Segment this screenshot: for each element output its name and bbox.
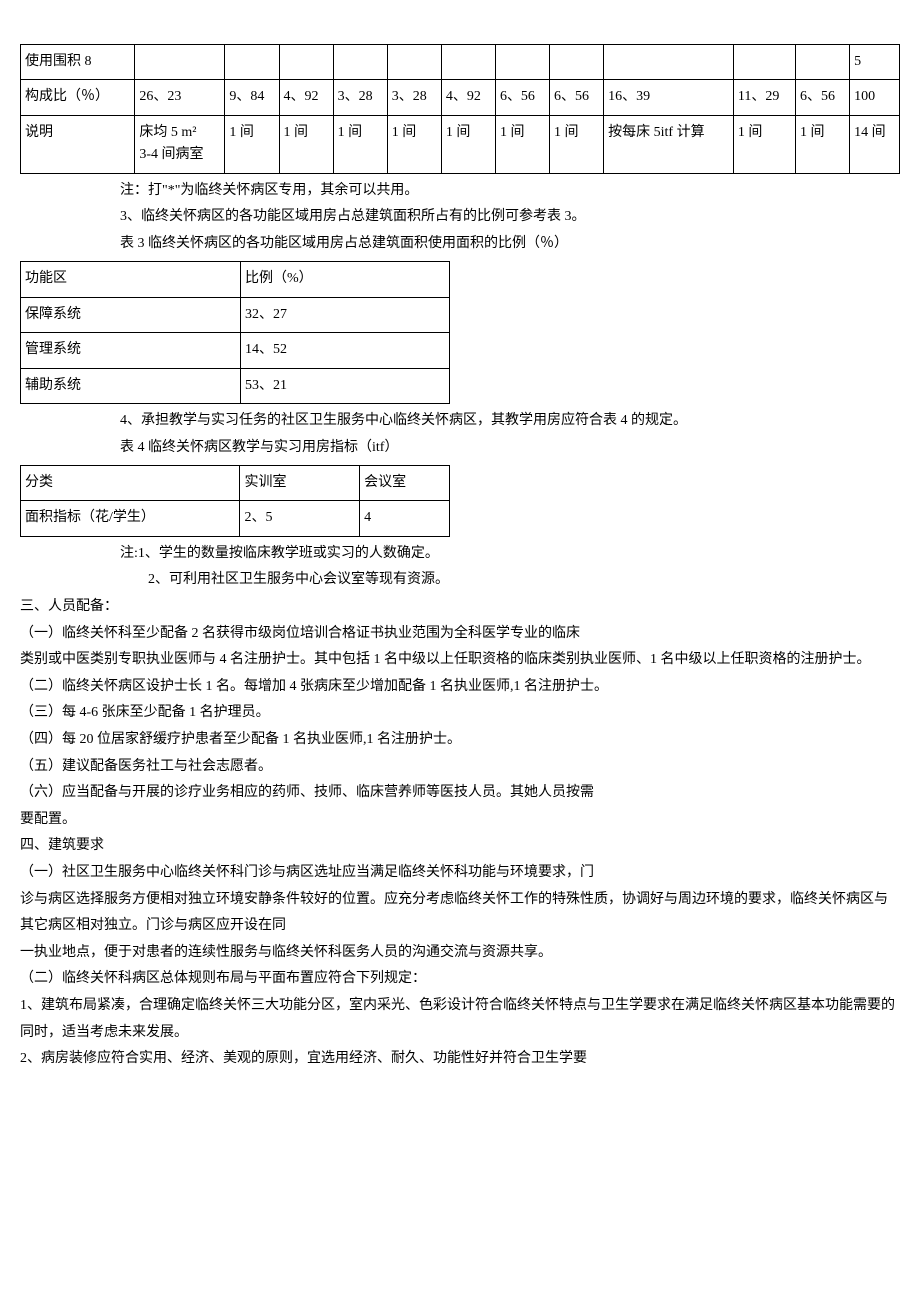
cell: 14 间 bbox=[850, 115, 900, 173]
cell bbox=[333, 45, 387, 80]
cell: 4 bbox=[360, 501, 450, 536]
cell: 14、52 bbox=[241, 333, 450, 368]
note-students: 注:1、学生的数量按临床教学班或实习的人数确定。 bbox=[120, 541, 900, 568]
table-row: 辅助系统 53、21 bbox=[21, 368, 450, 403]
cell: 6、56 bbox=[795, 80, 849, 115]
table-row: 管理系统 14、52 bbox=[21, 333, 450, 368]
paragraph: 4、承担教学与实习任务的社区卫生服务中心临终关怀病区，其教学用房应符合表 4 的… bbox=[120, 408, 900, 435]
cell: 1 间 bbox=[550, 115, 604, 173]
table-row: 分类 实训室 会议室 bbox=[21, 466, 450, 501]
cell: 4、92 bbox=[279, 80, 333, 115]
cell: 6、56 bbox=[550, 80, 604, 115]
cell: 辅助系统 bbox=[21, 368, 241, 403]
paragraph: 3、临终关怀病区的各功能区域用房占总建筑面积所占有的比例可参考表 3。 bbox=[120, 204, 900, 231]
cell: 实训室 bbox=[240, 466, 360, 501]
cell: 6、56 bbox=[495, 80, 549, 115]
cell bbox=[135, 45, 225, 80]
cell: 9、84 bbox=[225, 80, 279, 115]
paragraph: 诊与病区选择服务方便相对独立环境安静条件较好的位置。应充分考虑临终关怀工作的特殊… bbox=[20, 887, 900, 940]
table-caption-4: 表 4 临终关怀病区教学与实习用房指标（itf） bbox=[120, 435, 900, 462]
cell: 1 间 bbox=[225, 115, 279, 173]
cell: 使用围积 8 bbox=[21, 45, 135, 80]
table-function-ratio: 功能区 比例（%） 保障系统 32、27 管理系统 14、52 辅助系统 53、… bbox=[20, 261, 450, 404]
note-meeting: 2、可利用社区卫生服务中心会议室等现有资源。 bbox=[120, 567, 900, 594]
cell: 1 间 bbox=[495, 115, 549, 173]
cell: 面积指标（花/学生） bbox=[21, 501, 240, 536]
paragraph: （三）每 4-6 张床至少配备 1 名护理员。 bbox=[20, 700, 900, 727]
cell: 1 间 bbox=[279, 115, 333, 173]
paragraph: （二）临终关怀病区设护士长 1 名。每增加 4 张病床至少增加配备 1 名执业医… bbox=[20, 674, 900, 701]
cell: 1 间 bbox=[733, 115, 795, 173]
cell bbox=[495, 45, 549, 80]
paragraph: （五）建议配备医务社工与社会志愿者。 bbox=[20, 754, 900, 781]
cell bbox=[441, 45, 495, 80]
paragraph: 2、病房装修应符合实用、经济、美观的原则，宜选用经济、耐久、功能性好并符合卫生学… bbox=[20, 1046, 900, 1073]
cell bbox=[279, 45, 333, 80]
cell bbox=[795, 45, 849, 80]
cell bbox=[550, 45, 604, 80]
cell bbox=[225, 45, 279, 80]
cell: 比例（%） bbox=[241, 262, 450, 297]
table-row: 使用围积 8 5 bbox=[21, 45, 900, 80]
note-asterisk: 注：打"*"为临终关怀病区专用，其余可以共用。 bbox=[120, 178, 900, 205]
cell: 按每床 5itf 计算 bbox=[604, 115, 734, 173]
cell: 26、23 bbox=[135, 80, 225, 115]
section-heading-4: 四、建筑要求 bbox=[20, 833, 900, 860]
cell: 11、29 bbox=[733, 80, 795, 115]
cell: 床均 5 m² 3-4 间病室 bbox=[135, 115, 225, 173]
cell: 1 间 bbox=[441, 115, 495, 173]
table-row: 保障系统 32、27 bbox=[21, 297, 450, 332]
cell: 构成比（％） bbox=[21, 80, 135, 115]
cell: 16、39 bbox=[604, 80, 734, 115]
cell: 分类 bbox=[21, 466, 240, 501]
paragraph: （六）应当配备与开展的诊疗业务相应的药师、技师、临床营养师等医技人员。其她人员按… bbox=[20, 780, 900, 807]
cell: 会议室 bbox=[360, 466, 450, 501]
table-row: 面积指标（花/学生） 2、5 4 bbox=[21, 501, 450, 536]
cell: 3、28 bbox=[333, 80, 387, 115]
paragraph: （一）临终关怀科至少配备 2 名获得市级岗位培训合格证书执业范围为全科医学专业的… bbox=[20, 621, 900, 648]
cell: 4、92 bbox=[441, 80, 495, 115]
cell: 32、27 bbox=[241, 297, 450, 332]
section-heading-3: 三、人员配备： bbox=[20, 594, 900, 621]
table-row: 构成比（％） 26、23 9、84 4、92 3、28 3、28 4、92 6、… bbox=[21, 80, 900, 115]
table-teaching-rooms: 分类 实训室 会议室 面积指标（花/学生） 2、5 4 bbox=[20, 465, 450, 537]
cell: 1 间 bbox=[333, 115, 387, 173]
cell bbox=[733, 45, 795, 80]
cell: 1 间 bbox=[795, 115, 849, 173]
cell: 1 间 bbox=[387, 115, 441, 173]
cell: 功能区 bbox=[21, 262, 241, 297]
paragraph: 类别或中医类别专职执业医师与 4 名注册护士。其中包括 1 名中级以上任职资格的… bbox=[20, 647, 900, 674]
cell: 100 bbox=[850, 80, 900, 115]
cell bbox=[604, 45, 734, 80]
table-usage-area: 使用围积 8 5 构成比（％） 26、23 9、84 4、92 3、28 3、2… bbox=[20, 44, 900, 174]
paragraph: 一执业地点，便于对患者的连续性服务与临终关怀科医务人员的沟通交流与资源共享。 bbox=[20, 940, 900, 967]
paragraph: （一）社区卫生服务中心临终关怀科门诊与病区选址应当满足临终关怀科功能与环境要求，… bbox=[20, 860, 900, 887]
table-row: 功能区 比例（%） bbox=[21, 262, 450, 297]
paragraph: （二）临终关怀科病区总体规则布局与平面布置应符合下列规定： bbox=[20, 966, 900, 993]
cell: 5 bbox=[850, 45, 900, 80]
paragraph: （四）每 20 位居家舒缓疗护患者至少配备 1 名执业医师,1 名注册护士。 bbox=[20, 727, 900, 754]
cell: 53、21 bbox=[241, 368, 450, 403]
cell: 3、28 bbox=[387, 80, 441, 115]
paragraph: 1、建筑布局紧凑，合理确定临终关怀三大功能分区，室内采光、色彩设计符合临终关怀特… bbox=[20, 993, 900, 1046]
cell: 保障系统 bbox=[21, 297, 241, 332]
cell: 说明 bbox=[21, 115, 135, 173]
table-caption-3: 表 3 临终关怀病区的各功能区域用房占总建筑面积使用面积的比例（％） bbox=[120, 231, 900, 258]
cell: 管理系统 bbox=[21, 333, 241, 368]
paragraph: 要配置。 bbox=[20, 807, 900, 834]
cell bbox=[387, 45, 441, 80]
cell: 2、5 bbox=[240, 501, 360, 536]
table-row: 说明 床均 5 m² 3-4 间病室 1 间 1 间 1 间 1 间 1 间 1… bbox=[21, 115, 900, 173]
